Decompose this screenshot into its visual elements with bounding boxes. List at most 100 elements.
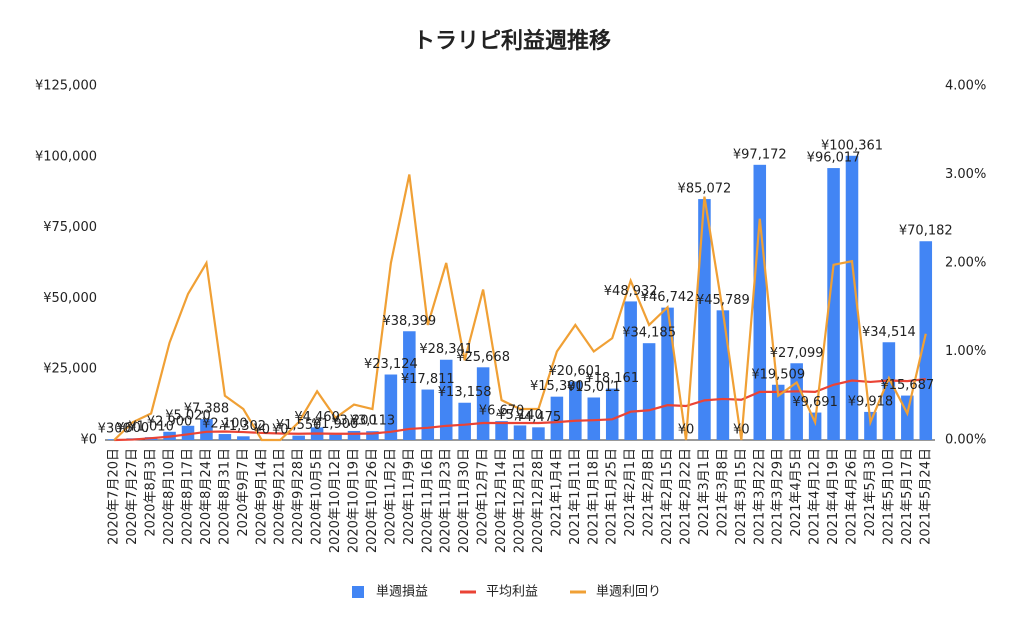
x-tick-label: 2020年11月16日	[420, 448, 435, 553]
bar	[218, 434, 232, 440]
data-label: ¥0	[733, 423, 750, 438]
data-label: ¥5,020	[165, 408, 211, 423]
x-tick-label: 2021年5月3日	[863, 448, 878, 537]
bar	[845, 155, 859, 440]
bar	[827, 168, 840, 441]
bar	[237, 436, 250, 440]
data-label: ¥15,687	[880, 378, 934, 393]
bar	[605, 388, 619, 440]
x-tick-label: 2021年2月8日	[642, 448, 657, 537]
x-tick-label: 2020年8月24日	[199, 448, 214, 545]
data-label: ¥23,124	[364, 357, 418, 372]
y-tick-label: ¥50,000	[43, 291, 97, 306]
data-label: ¥3,200	[331, 413, 377, 428]
data-label: ¥97,172	[733, 147, 787, 162]
data-label: ¥15,300	[530, 379, 584, 394]
data-label: ¥0	[272, 423, 289, 438]
x-tick-label: 2021年4月5日	[789, 448, 804, 537]
x-tick-label: 2021年1月11日	[568, 448, 583, 545]
bar	[439, 359, 453, 440]
bar	[642, 343, 656, 440]
x-tick-label: 2020年10月26日	[365, 448, 380, 553]
bar	[882, 342, 896, 440]
bar	[513, 425, 527, 440]
x-tick-label: 2020年9月28日	[291, 448, 306, 545]
bar	[532, 427, 545, 440]
x-tick-label: 2021年3月1日	[697, 448, 712, 537]
x-tick-label: 2021年3月22日	[752, 448, 767, 545]
bar	[808, 412, 822, 440]
bar	[919, 241, 933, 440]
data-label: ¥45,789	[696, 293, 750, 308]
data-label: ¥5,140	[497, 408, 543, 423]
x-tick-label: 2020年8月10日	[162, 448, 177, 545]
bar	[771, 384, 785, 440]
x-tick-label: 2021年2月15日	[660, 448, 675, 545]
data-label: ¥9,691	[792, 395, 838, 410]
data-label: ¥38,399	[382, 314, 436, 329]
line	[113, 174, 927, 442]
bar	[624, 301, 637, 440]
data-label: ¥1,302	[221, 419, 267, 434]
data-label: ¥2,100	[202, 417, 248, 432]
data-label: ¥20,601	[548, 364, 602, 379]
x-tick-label: 2020年9月14日	[254, 448, 269, 545]
data-label: ¥18,161	[585, 371, 639, 386]
legend-label: 単週損益	[376, 584, 428, 600]
x-tick-label: 2020年9月21日	[273, 448, 288, 545]
bar	[403, 331, 416, 440]
data-label: ¥300	[98, 422, 131, 437]
x-tick-label: 2021年2月1日	[623, 448, 638, 537]
x-tick-label: 2020年9月7日	[236, 448, 251, 537]
bar	[458, 402, 471, 440]
bar	[329, 434, 342, 440]
x-tick-label: 2020年11月2日	[383, 448, 398, 545]
x-tick-label: 2020年12月21日	[513, 448, 528, 553]
data-label: ¥85,072	[678, 182, 732, 197]
data-label: ¥46,742	[641, 290, 695, 305]
x-tick-label: 2020年7月20日	[107, 448, 122, 545]
legend-label: 単週利回り	[596, 584, 661, 600]
data-label: ¥70,182	[899, 224, 953, 239]
data-label: ¥1,010	[128, 420, 174, 435]
x-tick-label: 2021年2月22日	[679, 448, 694, 545]
y-tick-label: ¥0	[80, 433, 97, 448]
data-label: ¥96,017	[807, 151, 861, 166]
data-label: ¥0	[254, 423, 271, 438]
x-tick-label: 2021年1月4日	[549, 448, 564, 537]
data-label: ¥1,550	[276, 418, 322, 433]
y2-tick-label: 4.00%	[945, 79, 986, 94]
data-label: ¥100,361	[821, 138, 883, 153]
bar	[864, 411, 877, 440]
x-tick-label: 2021年3月29日	[771, 448, 786, 545]
x-tick-label: 2020年7月27日	[125, 448, 140, 545]
data-label: ¥2,900	[147, 414, 193, 429]
data-label: ¥600	[116, 421, 149, 436]
bar	[366, 431, 379, 440]
y2-tick-label: 3.00%	[945, 167, 986, 182]
x-tick-label: 2021年1月25日	[605, 448, 620, 545]
x-tick-label: 2020年8月31日	[217, 448, 232, 545]
data-label: ¥13,158	[438, 385, 492, 400]
data-label: ¥19,509	[751, 367, 805, 382]
chart-title: トラリピ利益週推移	[413, 28, 611, 54]
x-tick-label: 2020年8月17日	[181, 448, 196, 545]
bar	[181, 425, 195, 440]
x-tick-label: 2020年12月28日	[531, 448, 546, 553]
x-tick-label: 2020年10月19日	[347, 448, 362, 553]
x-tick-label: 2020年10月5日	[310, 448, 325, 545]
x-tick-label: 2020年12月14日	[494, 448, 509, 553]
legend-label: 平均利益	[486, 585, 538, 600]
bar	[200, 419, 213, 440]
y2-tick-label: 2.00%	[945, 256, 986, 271]
data-label: ¥34,514	[862, 325, 916, 340]
data-label: ¥27,099	[770, 346, 824, 361]
x-tick-label: 2021年5月24日	[918, 448, 933, 545]
bar	[790, 363, 803, 440]
data-label: ¥15,011	[567, 380, 621, 395]
legend-swatch	[352, 586, 364, 598]
data-label: ¥17,811	[401, 372, 455, 387]
data-label: ¥3,113	[350, 414, 396, 429]
data-label: ¥4,460	[294, 410, 340, 425]
